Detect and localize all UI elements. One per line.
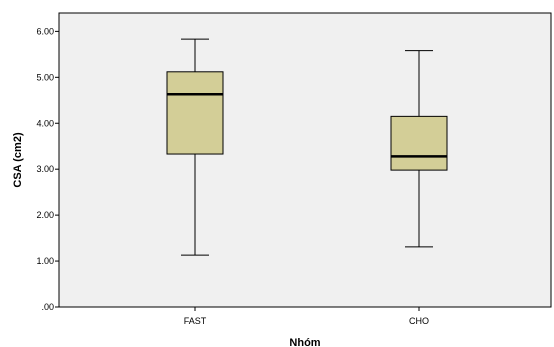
x-axis-title: Nhóm: [289, 337, 320, 347]
y-axis-title: CSA (cm2): [12, 132, 24, 188]
y-tick-label: 2.00: [36, 210, 54, 220]
iqr-box: [390, 115, 448, 171]
box-group: [390, 50, 448, 248]
boxes: [166, 38, 448, 256]
y-tick-label: 1.00: [36, 256, 54, 266]
y-tick-label: .00: [41, 302, 54, 312]
x-axis-ticks: FAST CHO: [184, 307, 429, 326]
y-tick-label: 4.00: [36, 118, 54, 128]
y-tick-label: 5.00: [36, 72, 54, 82]
y-tick-label: 3.00: [36, 164, 54, 174]
iqr-box: [166, 71, 224, 155]
x-tick-label: CHO: [409, 316, 429, 326]
y-axis-ticks: .00 1.00 2.00 3.00 4.00 5.00 6.00: [36, 26, 59, 312]
box-group: [166, 38, 224, 256]
x-tick-label: FAST: [184, 316, 207, 326]
y-tick-label: 6.00: [36, 26, 54, 36]
plot-area: [58, 12, 552, 308]
